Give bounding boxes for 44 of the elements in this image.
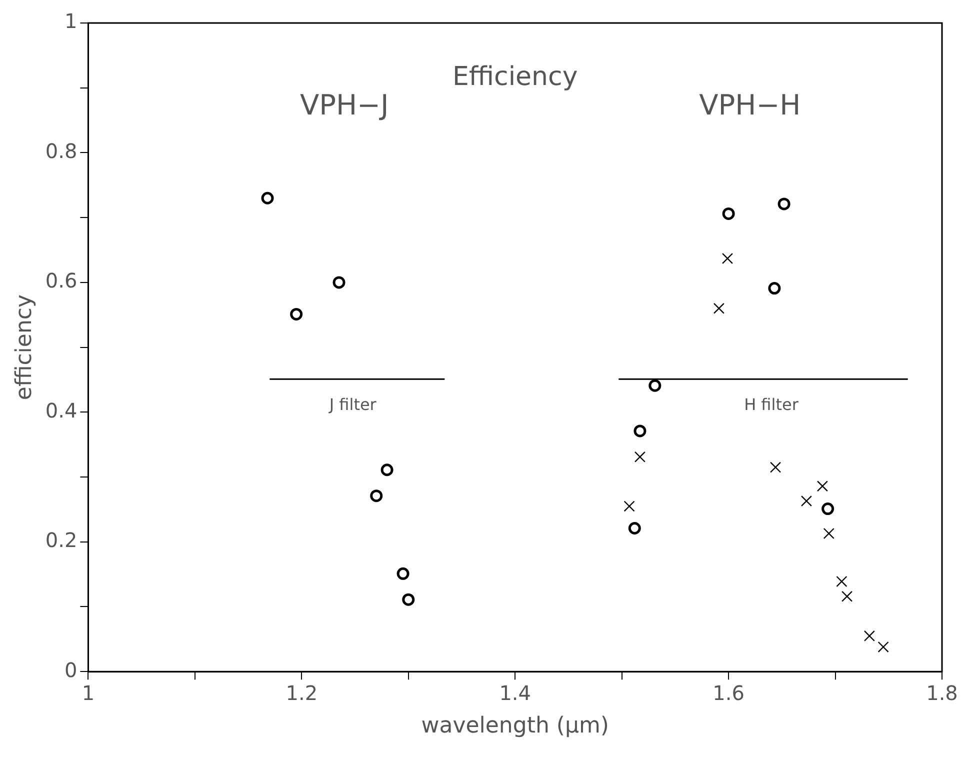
point	[722, 252, 734, 264]
point	[768, 282, 781, 295]
point	[370, 490, 383, 502]
annotation: H filter	[744, 394, 799, 414]
point	[823, 528, 834, 539]
x-tick-label: 1.2	[286, 680, 318, 705]
point	[713, 302, 724, 314]
text: Efficiency	[452, 62, 578, 92]
x-tick-label: 1.6	[712, 680, 744, 705]
point	[290, 308, 303, 320]
x-tick-label: 1.4	[499, 680, 532, 705]
y-tick-label: 0	[64, 658, 78, 682]
point	[634, 451, 646, 462]
annotation: VPH−H	[699, 88, 801, 122]
y-tick-label: 0.2	[45, 528, 78, 552]
point	[634, 424, 646, 438]
x-axis-title: wavelength (μm)	[421, 714, 609, 739]
y-tick-label: 1	[64, 9, 78, 34]
point	[770, 462, 782, 473]
point	[778, 198, 790, 210]
point	[402, 593, 415, 606]
point	[800, 495, 812, 507]
point	[864, 630, 875, 642]
point	[878, 641, 889, 653]
point	[332, 276, 346, 289]
x-tick-label: 1	[82, 680, 95, 705]
point	[836, 576, 848, 587]
point	[380, 464, 394, 476]
point	[841, 590, 853, 602]
point	[396, 567, 410, 580]
point	[261, 192, 274, 204]
point	[624, 500, 635, 512]
y-axis-title: efficiency	[12, 294, 37, 400]
point	[648, 379, 662, 392]
annotation: VPH−J	[300, 88, 389, 122]
point	[822, 502, 834, 516]
point	[628, 522, 641, 535]
y-tick-label: 0.4	[45, 398, 78, 422]
x-tick-label: 1.8	[926, 680, 958, 705]
point	[722, 207, 735, 220]
y-tick-label: 0.6	[45, 268, 78, 293]
y-tick-label: 0.8	[45, 138, 78, 163]
point	[816, 480, 828, 492]
annotation: J filter	[328, 394, 377, 414]
